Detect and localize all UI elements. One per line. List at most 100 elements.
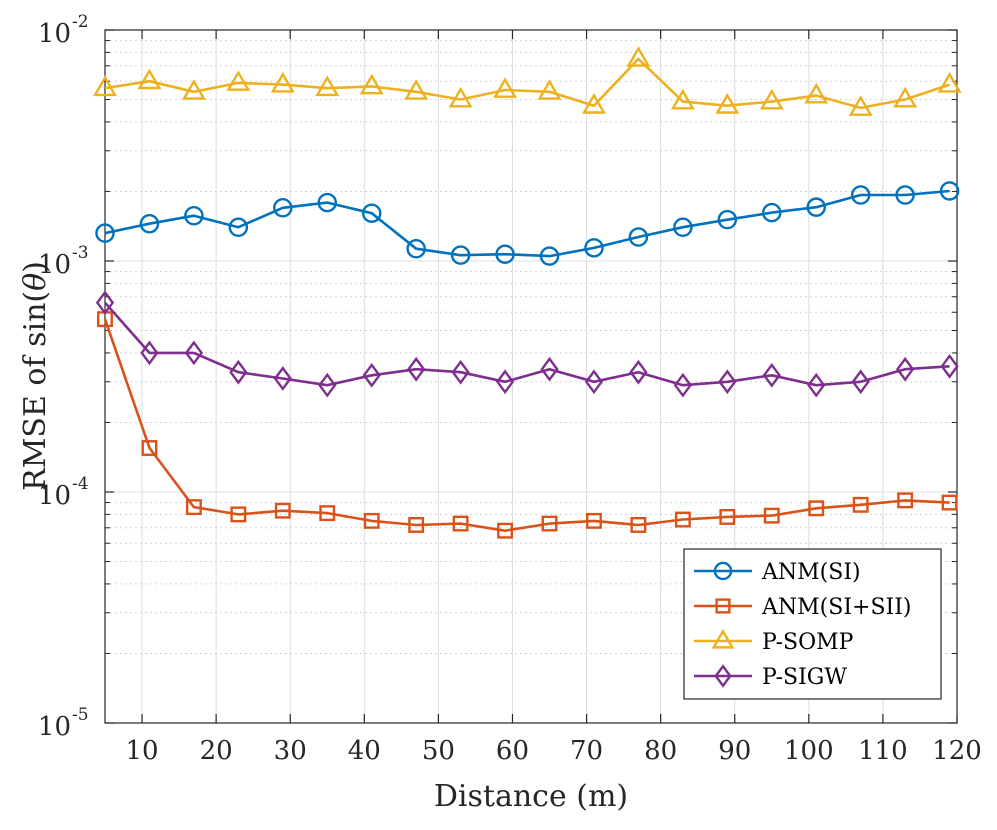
marker-circle <box>450 245 471 265</box>
marker-circle <box>939 181 960 201</box>
y-tick-label: 10 <box>38 250 71 280</box>
marker-diamond <box>140 340 159 366</box>
marker-diamond <box>540 356 559 382</box>
legend: ANM(SI) ANM(SI+SII) P-SOMP P-SIGW <box>683 548 942 700</box>
x-tick-label: 120 <box>932 736 982 766</box>
marker-square <box>363 512 380 529</box>
marker-diamond <box>407 356 426 382</box>
marker-circle <box>628 227 649 247</box>
marker-square <box>230 506 247 523</box>
marker-square <box>897 492 914 509</box>
marker-triangle <box>315 75 340 97</box>
marker-square <box>185 499 202 516</box>
marker-square <box>319 505 336 522</box>
marker-square <box>674 511 691 528</box>
y-tick-label: 10 <box>38 19 71 49</box>
marker-triangle <box>937 71 962 93</box>
marker-diamond <box>629 359 648 385</box>
legend-box <box>683 548 942 700</box>
marker-circle <box>495 244 515 264</box>
marker-square <box>497 522 514 539</box>
marker-triangle <box>270 71 295 93</box>
series-p-sigw <box>95 290 959 398</box>
marker-circle <box>584 238 604 258</box>
marker-square <box>586 512 602 529</box>
marker-triangle <box>359 73 384 95</box>
marker-square <box>715 598 731 614</box>
y-tick-labels: 10-210-310-410-5 <box>38 12 89 742</box>
marker-diamond <box>895 356 915 382</box>
marker-triangle <box>804 82 829 104</box>
y-tick-label-exponent: -5 <box>72 705 89 725</box>
series-p-somp <box>93 46 962 116</box>
marker-triangle <box>759 88 784 110</box>
series-anm-si-sii- <box>97 311 958 539</box>
plot-frame <box>104 29 958 724</box>
legend-entry: ANM(SI+SII) <box>694 595 911 620</box>
marker-circle <box>850 185 871 205</box>
marker-diamond <box>673 372 693 398</box>
x-tick-label: 30 <box>274 736 307 766</box>
marker-circle <box>273 198 293 218</box>
marker-triangle <box>715 93 740 114</box>
marker-circle <box>361 203 382 223</box>
legend-label: P-SIGW <box>762 665 847 690</box>
marker-triangle <box>493 77 518 98</box>
marker-circle <box>184 205 204 226</box>
x-tick-label: 90 <box>718 736 751 766</box>
x-tick-label: 10 <box>125 736 158 766</box>
marker-square <box>852 496 869 513</box>
marker-circle <box>228 217 249 237</box>
marker-square <box>719 508 736 525</box>
marker-triangle <box>137 68 162 90</box>
marker-triangle <box>404 79 429 100</box>
x-tick-label: 100 <box>784 736 834 766</box>
marker-diamond <box>451 359 470 385</box>
legend-label: P-SOMP <box>762 630 854 655</box>
marker-circle <box>539 246 560 266</box>
marker-diamond <box>718 369 737 395</box>
marker-square <box>808 500 825 517</box>
marker-square <box>408 517 425 533</box>
marker-triangle <box>181 79 206 100</box>
marker-triangle <box>448 86 473 108</box>
marker-diamond <box>762 362 781 388</box>
marker-diamond <box>714 664 732 688</box>
x-tick-label: 40 <box>348 736 381 766</box>
legend-entry: ANM(SI) <box>694 560 861 585</box>
marker-circle <box>673 217 693 237</box>
y-axis-title-theta: θ <box>18 273 53 291</box>
x-tick-label: 20 <box>200 736 233 766</box>
marker-square <box>274 502 291 519</box>
y-axis-title-suffix: ) <box>18 261 53 273</box>
legend-entry: P-SIGW <box>694 664 847 690</box>
marker-circle <box>95 223 115 243</box>
marker-circle <box>317 192 338 213</box>
y-axis-title-prefix: RMSE of sin( <box>18 291 53 491</box>
legend-label: ANM(SI) <box>761 560 861 585</box>
y-tick-label: 10 <box>38 712 71 742</box>
marker-triangle <box>226 70 251 91</box>
marker-diamond <box>318 372 337 398</box>
marker-diamond <box>229 359 248 385</box>
marker-diamond <box>584 369 604 395</box>
marker-triangle <box>537 79 562 100</box>
marker-square <box>941 494 958 511</box>
x-tick-label: 60 <box>496 736 529 766</box>
marker-square <box>141 440 158 456</box>
legend-label: ANM(SI+SII) <box>761 595 911 620</box>
series-anm-si- <box>95 181 960 266</box>
marker-diamond <box>362 362 381 388</box>
marker-circle <box>406 238 426 259</box>
marker-diamond <box>940 353 959 379</box>
marker-circle <box>139 213 160 234</box>
x-tick-label: 70 <box>570 736 603 766</box>
marker-triangle <box>626 46 651 67</box>
x-axis-title: Distance (m) <box>434 779 628 814</box>
series-group <box>93 46 962 539</box>
marker-diamond <box>273 366 292 391</box>
x-tick-label: 80 <box>644 736 677 766</box>
x-tick-labels: 10 20 30 40 50 60 70 80 90 100 110 120 <box>125 736 981 766</box>
marker-triangle <box>711 628 735 649</box>
